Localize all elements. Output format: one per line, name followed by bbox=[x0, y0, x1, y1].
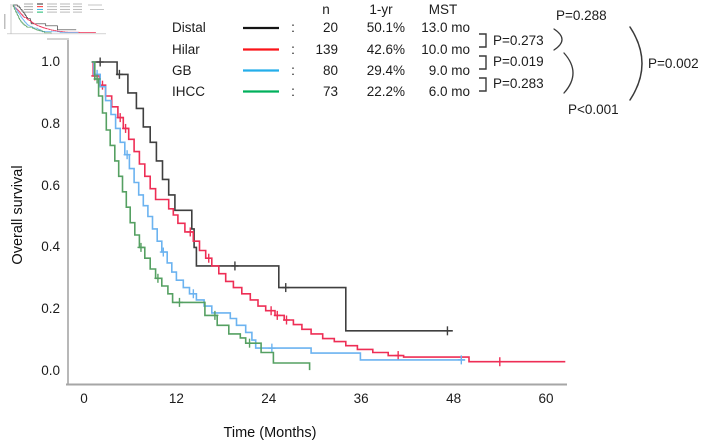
y-tick-0.0: 0.0 bbox=[41, 363, 60, 378]
x-axis-title: Time (Months) bbox=[223, 425, 317, 441]
y-tick-0.6: 0.6 bbox=[41, 177, 60, 193]
legend-n-hilar: 139 bbox=[315, 41, 338, 57]
legend-1yr-hilar: 42.6% bbox=[366, 41, 405, 57]
x-tick-36: 36 bbox=[353, 391, 369, 406]
legend-header-n: n bbox=[322, 2, 330, 17]
legend-header-1yr: 1-yr bbox=[369, 2, 393, 17]
y-tick-0.8: 0.8 bbox=[41, 115, 60, 131]
p-value-pair-bottom: P<0.001 bbox=[568, 102, 619, 117]
thumbnail-curve-hilar bbox=[12, 4, 96, 33]
legend-1yr-distal: 50.1% bbox=[366, 20, 405, 35]
legend-separator-hilar: : bbox=[291, 41, 295, 57]
pairwise-bracket-2 bbox=[479, 55, 487, 70]
legend-separator-distal: : bbox=[291, 20, 295, 35]
legend-n-gb: 80 bbox=[322, 62, 338, 78]
p-value-gb-vs-ihcc: P=0.283 bbox=[493, 76, 544, 91]
pairwise-bracket-1 bbox=[479, 33, 487, 48]
x-tick-12: 12 bbox=[168, 391, 184, 406]
legend-header-mst: MST bbox=[428, 2, 458, 17]
p-value-hilar-vs-gb: P=0.019 bbox=[493, 54, 544, 69]
legend-n-ihcc: 73 bbox=[322, 83, 338, 99]
y-tick-1.0: 1.0 bbox=[41, 54, 60, 69]
legend-mst-gb: 9.0 mo bbox=[428, 62, 470, 78]
legend-label-distal: Distal bbox=[172, 20, 206, 35]
figure-thumbnail bbox=[4, 3, 106, 40]
thumbnail-curve-gb bbox=[12, 4, 79, 33]
survival-curve-distal bbox=[91, 61, 453, 332]
x-tick-0: 0 bbox=[80, 391, 88, 406]
legend-1yr-gb: 29.4% bbox=[366, 62, 405, 78]
pairwise-bracket-3 bbox=[479, 77, 487, 92]
survival-curve-hilar bbox=[91, 61, 566, 363]
y-tick-0.4: 0.4 bbox=[41, 239, 60, 255]
x-tick-48: 48 bbox=[446, 391, 462, 406]
group-bracket-top bbox=[553, 28, 563, 51]
legend-n-distal: 20 bbox=[322, 20, 338, 35]
legend-label-gb: GB bbox=[172, 62, 192, 78]
legend-1yr-ihcc: 22.2% bbox=[366, 83, 405, 99]
p-value-overall: P=0.002 bbox=[648, 56, 699, 71]
overall-bracket bbox=[629, 26, 643, 101]
legend-separator-ihcc: : bbox=[291, 83, 295, 99]
thumbnail-curve-ihcc bbox=[12, 4, 52, 34]
legend-mst-hilar: 10.0 mo bbox=[421, 41, 470, 57]
legend-label-ihcc: IHCC bbox=[172, 83, 205, 99]
x-tick-24: 24 bbox=[261, 391, 277, 406]
legend-label-hilar: Hilar bbox=[172, 41, 200, 57]
legend-mst-distal: 13.0 mo bbox=[421, 20, 470, 35]
legend-separator-gb: : bbox=[291, 62, 295, 78]
y-axis-title: Overall survival bbox=[10, 165, 26, 265]
group-bracket-bottom bbox=[563, 52, 574, 94]
x-tick-60: 60 bbox=[538, 391, 554, 406]
p-value-pair-top: P=0.288 bbox=[556, 8, 607, 23]
p-value-distal-vs-hilar: P=0.273 bbox=[493, 33, 544, 48]
survival-curve-ihcc bbox=[91, 61, 311, 371]
legend-mst-ihcc: 6.0 mo bbox=[428, 83, 470, 99]
y-tick-0.2: 0.2 bbox=[41, 301, 60, 317]
